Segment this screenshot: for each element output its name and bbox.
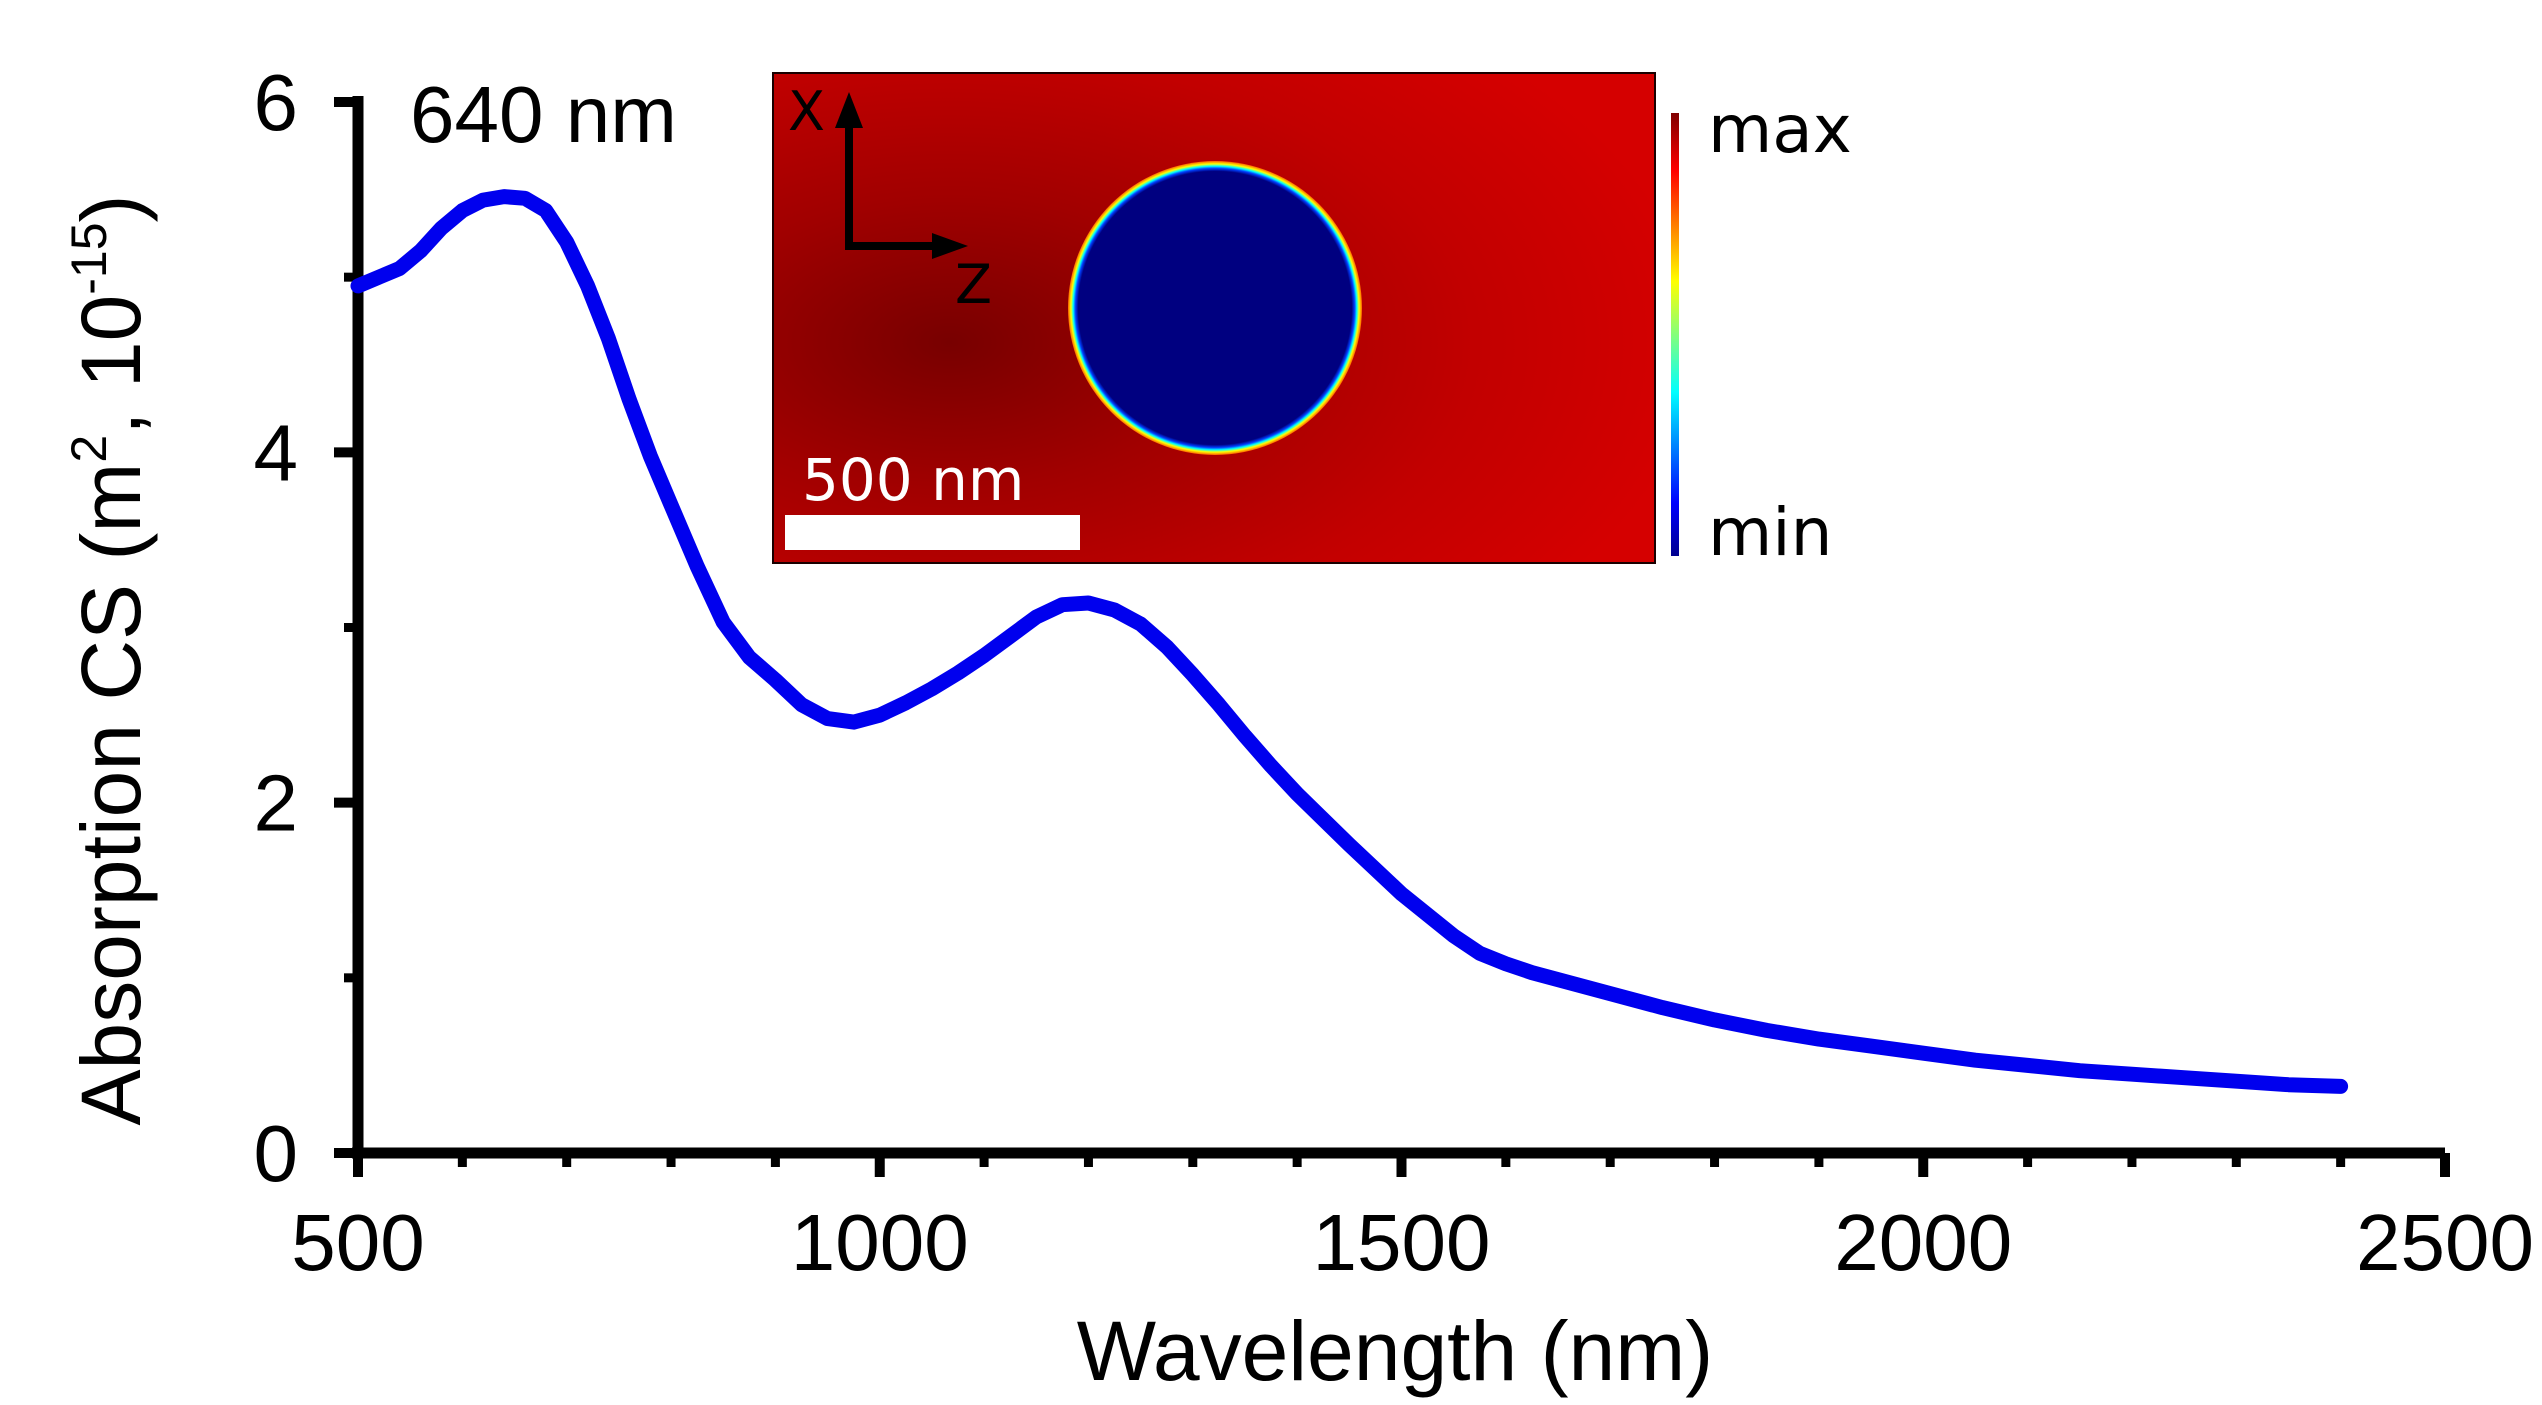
colorbar-max-label: max	[1708, 91, 1852, 168]
y-axis-title-main: Absorption CS (m	[64, 463, 158, 1126]
arrow-up-icon	[835, 92, 863, 128]
inset-axis-x-label: X	[788, 80, 825, 143]
y-axis-title-sup2: -15	[61, 222, 117, 294]
x-tick-label: 500	[291, 1198, 424, 1287]
y-axis-title-end: )	[64, 194, 158, 222]
ticks	[334, 97, 2450, 1177]
x-tick-label: 1500	[1313, 1198, 1491, 1287]
particle-core	[1080, 173, 1350, 443]
x-axis-title: Wavelength (nm)	[1077, 1304, 1713, 1398]
colorbar	[1671, 113, 1679, 556]
scale-bar	[785, 515, 1080, 550]
series-annotation: 640 nm	[410, 70, 677, 159]
y-axis-title-mid: , 10	[64, 295, 158, 435]
x-tick-label: 2500	[2356, 1198, 2534, 1287]
series-line-640nm	[350, 189, 2349, 1094]
y-tick-label: 4	[254, 408, 299, 497]
inset-field-map: X Z 500 nm max min	[772, 72, 1852, 571]
x-tick-label: 2000	[1834, 1198, 2012, 1287]
y-tick-label: 0	[254, 1109, 299, 1198]
y-axis-title-sup1: 2	[61, 435, 117, 463]
arrow-right-icon	[932, 233, 968, 259]
y-tick-label: 6	[254, 58, 299, 147]
x-tick-label: 1000	[791, 1198, 969, 1287]
tick-labels: 500 1000 1500 2000 2500 0 2 4 6	[254, 58, 2534, 1287]
y-axis-title: Absorption CS (m2, 10-15)	[61, 194, 158, 1125]
colorbar-min-label: min	[1708, 494, 1832, 571]
scale-bar-label: 500 nm	[802, 446, 1024, 514]
y-tick-label: 2	[254, 759, 299, 848]
inset-axes: X Z	[788, 80, 992, 316]
inset-axis-z-label: Z	[955, 253, 992, 316]
